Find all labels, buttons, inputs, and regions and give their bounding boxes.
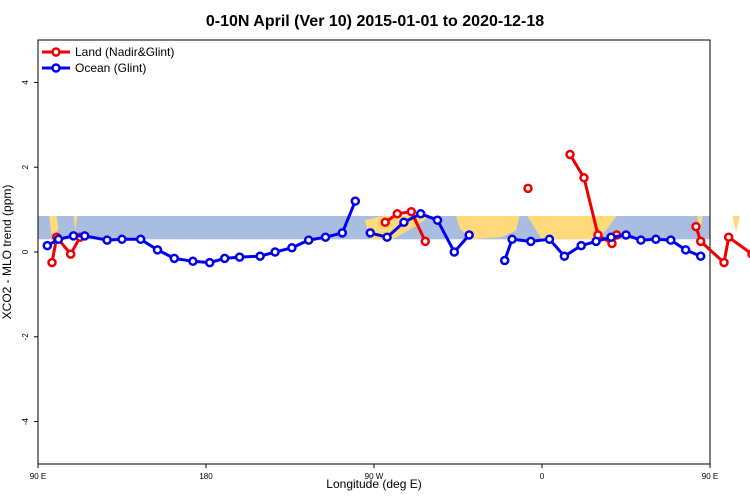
data-point [565, 149, 575, 160]
data-point [204, 257, 215, 268]
data-point [420, 236, 431, 247]
series-line [384, 210, 427, 243]
series-layer [42, 149, 750, 268]
x-tick-label: 90 W [365, 472, 384, 481]
data-point [350, 196, 361, 206]
data-point [559, 251, 570, 261]
x-tick-label: 90 E [30, 472, 46, 481]
x-tick-label: 180 [199, 472, 213, 481]
series-line [50, 233, 82, 263]
y-tick-label: -4 [21, 417, 30, 425]
data-point [591, 236, 601, 247]
data-point [188, 256, 198, 267]
y-tick-label: 4 [21, 80, 30, 85]
x-tick-label: 90 E [702, 472, 718, 481]
x-axis-label: Longitude (deg E) [326, 477, 421, 491]
y-axis: -4 -2 0 2 4 [21, 80, 38, 425]
data-point [219, 253, 230, 264]
data-point [695, 251, 706, 261]
data-point [365, 228, 376, 238]
data-point [392, 209, 403, 219]
data-point [621, 230, 631, 240]
data-point [68, 231, 79, 241]
data-point [666, 235, 676, 245]
data-point [680, 245, 691, 255]
data-point [579, 173, 589, 183]
data-point [399, 217, 409, 228]
data-point [691, 221, 701, 232]
land-patch [73, 216, 78, 231]
data-point [606, 232, 616, 242]
legend-label: Ocean (Glint) [75, 61, 146, 75]
data-point [499, 255, 510, 266]
data-point [117, 234, 127, 245]
data-point [135, 234, 146, 245]
data-point [152, 245, 163, 255]
data-point [42, 240, 53, 251]
land-patch [732, 216, 740, 233]
data-point [255, 251, 265, 261]
data-point [65, 249, 76, 259]
data-point [464, 230, 474, 240]
series-ocean [42, 196, 706, 268]
data-point [651, 234, 661, 245]
data-point [382, 232, 392, 242]
chart-title: 0-10N April (Ver 10) 2015-01-01 to 2020-… [206, 13, 544, 30]
data-point [723, 232, 734, 242]
y-tick-label: 0 [21, 249, 30, 254]
data-point [270, 247, 280, 257]
data-point [636, 235, 646, 245]
data-point [406, 206, 417, 217]
data-point [234, 252, 245, 262]
y-tick-label: -2 [21, 333, 30, 341]
x-axis: 90 E 180 90 W 0 90 E [30, 464, 718, 481]
data-point [102, 235, 112, 245]
legend-label: Land (Nadir&Glint) [75, 45, 174, 59]
data-point [303, 235, 314, 245]
data-point [169, 253, 180, 264]
data-point [576, 240, 586, 251]
data-point [415, 209, 426, 219]
data-point [449, 247, 460, 257]
data-point [320, 232, 331, 242]
legend: Land (Nadir&Glint) Ocean (Glint) [42, 45, 174, 75]
y-axis-label: XCO2 - MLO trend (ppm) [0, 185, 14, 320]
data-point [507, 234, 517, 245]
data-point [719, 257, 729, 268]
data-point [380, 217, 390, 228]
data-point [432, 215, 443, 225]
data-point [53, 234, 64, 245]
plot-frame [37, 39, 711, 465]
data-point [526, 236, 536, 247]
legend-marker [51, 63, 61, 73]
land-patch [696, 216, 703, 231]
background-band [38, 215, 740, 240]
x-tick-label: 0 [540, 472, 545, 481]
data-point [695, 236, 706, 247]
data-point [47, 257, 57, 268]
y-tick-label: 2 [21, 164, 30, 169]
land-patch [49, 216, 59, 235]
data-point [337, 228, 348, 238]
legend-marker [51, 47, 61, 57]
data-point [287, 243, 297, 253]
data-point [544, 234, 555, 245]
data-point [523, 183, 533, 194]
data-point [79, 231, 90, 241]
